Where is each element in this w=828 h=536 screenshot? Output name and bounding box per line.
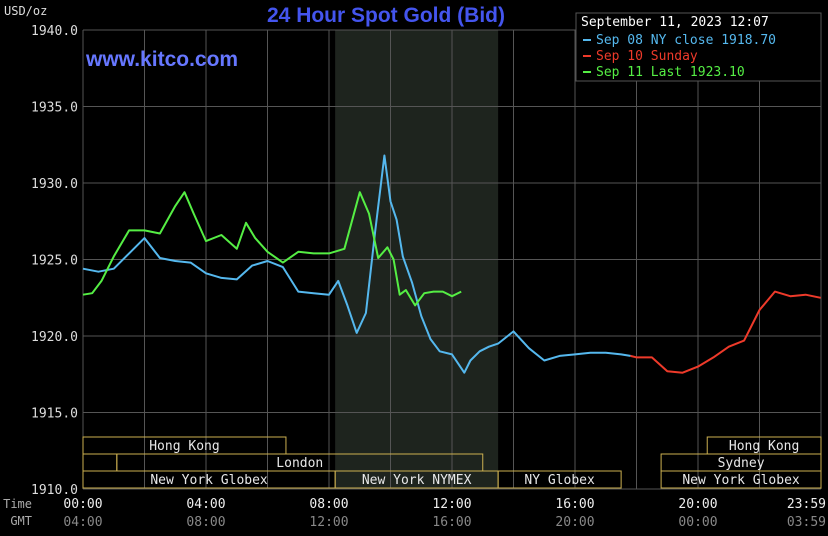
session-label: New York Globex (682, 473, 800, 488)
grid-layer (82, 29, 822, 490)
session-label: Hong Kong (729, 439, 799, 454)
x-row-label-gmt: GMT (10, 514, 32, 528)
y-tick-label: 1915.0 (31, 407, 78, 422)
x-axis: NY Time GMT 00:00 04:00 04:00 08:00 08:00 12:00… (0, 497, 826, 530)
y-tick-label: 1910.0 (31, 483, 78, 498)
x-tick-label-gmt: 08:00 (186, 515, 225, 530)
x-tick-label-ny: 23:59 (787, 497, 826, 512)
x-tick-label-ny: 08:00 (309, 497, 348, 512)
y-axis: 1940.0 1935.0 1930.0 1925.0 1920.0 1915.0 1910… (31, 24, 78, 498)
chart-title: 24 Hour Spot Gold (Bid) (267, 4, 505, 27)
session-label: NY Globex (524, 473, 595, 488)
session-bars: Hong Kong Hong Kong London Sydney New York G… (82, 436, 822, 489)
y-tick-label: 1935.0 (31, 101, 78, 116)
x-tick-label-ny: 00:00 (63, 497, 102, 512)
session-label: Sydney (718, 456, 765, 471)
x-tick-label-gmt: 00:00 (678, 515, 717, 530)
legend: September 11, 2023 12:07 Sep 08 NY close… (575, 12, 822, 82)
series-line (82, 191, 462, 307)
x-tick-label-gmt: 03:59 (787, 515, 826, 530)
legend-entry: Sep 08 NY close 1918.70 (596, 33, 776, 48)
legend-entry: Sep 11 Last 1923.10 (596, 65, 745, 80)
watermark: www.kitco.com (85, 48, 238, 71)
session-bar (660, 470, 822, 489)
x-tick-label-gmt: 16:00 (432, 515, 471, 530)
x-tick-label-ny: 04:00 (186, 497, 225, 512)
session-label: New York Globex (150, 473, 268, 488)
x-tick-label-ny: 16:00 (555, 497, 594, 512)
y-tick-label: 1940.0 (31, 24, 78, 39)
session-label: London (276, 456, 323, 471)
x-tick-label-gmt: 04:00 (63, 515, 102, 530)
x-tick-label-ny: 20:00 (678, 497, 717, 512)
series-lines (82, 154, 821, 374)
unit-label: USD/oz (4, 4, 47, 18)
y-tick-label: 1930.0 (31, 177, 78, 192)
y-tick-label: 1925.0 (31, 254, 78, 269)
y-tick-label: 1920.0 (31, 330, 78, 345)
x-tick-label-gmt: 12:00 (309, 515, 348, 530)
series-line (82, 154, 631, 374)
legend-timestamp: September 11, 2023 12:07 (581, 15, 769, 30)
session-label: New York NYMEX (362, 473, 472, 488)
series-line (630, 290, 821, 374)
x-tick-label-ny: 12:00 (432, 497, 471, 512)
x-tick-label-gmt: 20:00 (555, 515, 594, 530)
x-row-label-ny: NY Time (0, 497, 32, 511)
legend-entry: Sep 10 Sunday (596, 49, 698, 64)
legend-box (575, 12, 822, 82)
session-bar (497, 470, 622, 489)
session-label: Hong Kong (149, 439, 219, 454)
